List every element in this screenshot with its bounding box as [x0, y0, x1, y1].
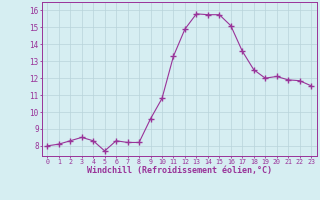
X-axis label: Windchill (Refroidissement éolien,°C): Windchill (Refroidissement éolien,°C) — [87, 166, 272, 175]
